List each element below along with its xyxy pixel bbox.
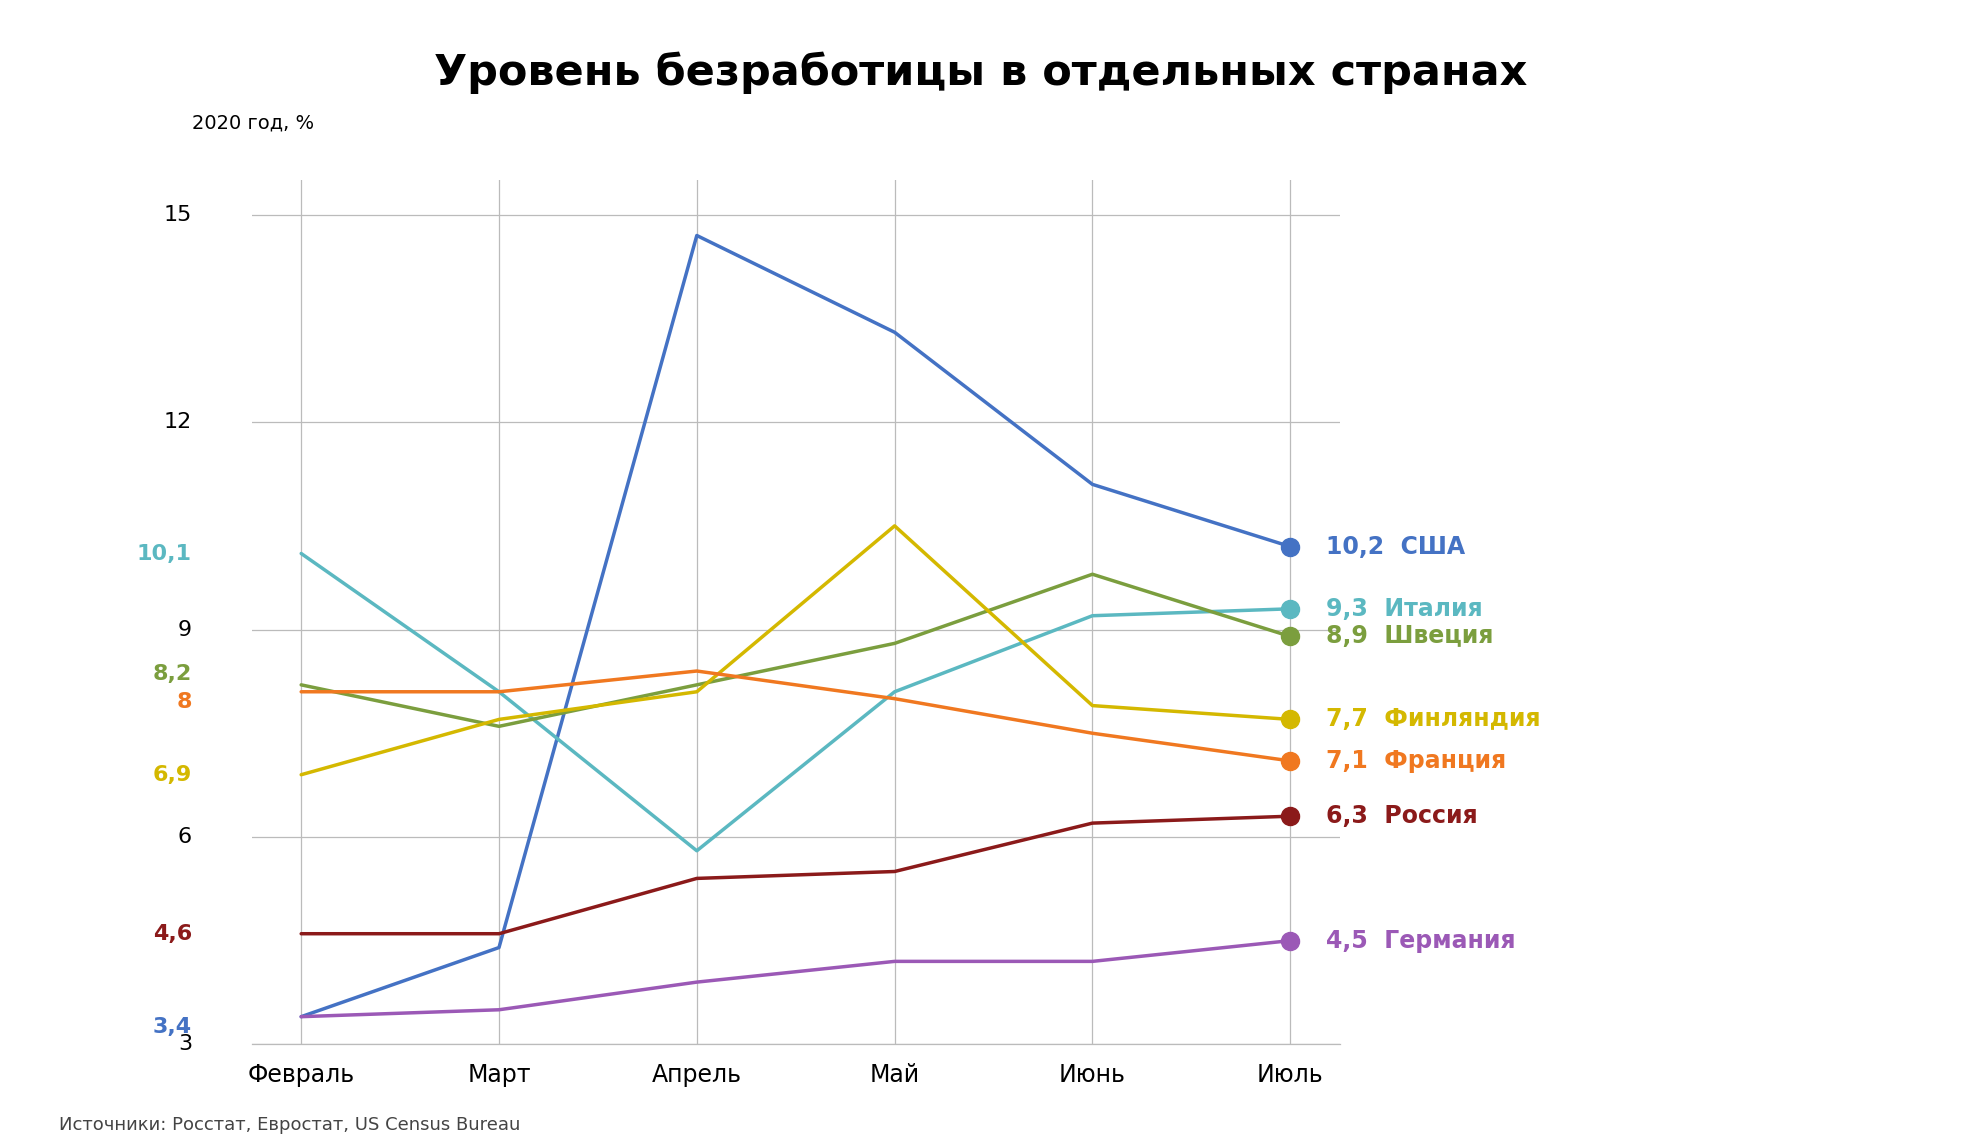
Text: 9,3  Италия: 9,3 Италия: [1326, 597, 1483, 621]
Text: 3: 3: [179, 1034, 192, 1054]
Text: 3,4: 3,4: [153, 1017, 192, 1037]
Text: 4,6: 4,6: [153, 924, 192, 944]
Text: Уровень безработицы в отдельных странах: Уровень безработицы в отдельных странах: [434, 52, 1528, 94]
Text: 4,5  Германия: 4,5 Германия: [1326, 929, 1515, 953]
Text: 12: 12: [163, 412, 192, 432]
Text: 2020 год, %: 2020 год, %: [192, 114, 314, 133]
Text: 6,3  Россия: 6,3 Россия: [1326, 805, 1477, 828]
Text: 7,7  Финляндия: 7,7 Финляндия: [1326, 707, 1540, 731]
Text: 10,1: 10,1: [137, 543, 192, 564]
Text: 6: 6: [179, 827, 192, 847]
Text: 15: 15: [163, 204, 192, 225]
Text: 8: 8: [177, 692, 192, 712]
Text: 6,9: 6,9: [153, 765, 192, 785]
Text: 10,2  США: 10,2 США: [1326, 535, 1466, 559]
Text: 8,2: 8,2: [153, 665, 192, 684]
Text: 9: 9: [179, 620, 192, 639]
Text: Источники: Росстат, Евростат, US Census Bureau: Источники: Росстат, Евростат, US Census …: [59, 1116, 520, 1134]
Text: 8,9  Швеция: 8,9 Швеция: [1326, 625, 1493, 649]
Text: 7,1  Франция: 7,1 Франция: [1326, 748, 1507, 773]
